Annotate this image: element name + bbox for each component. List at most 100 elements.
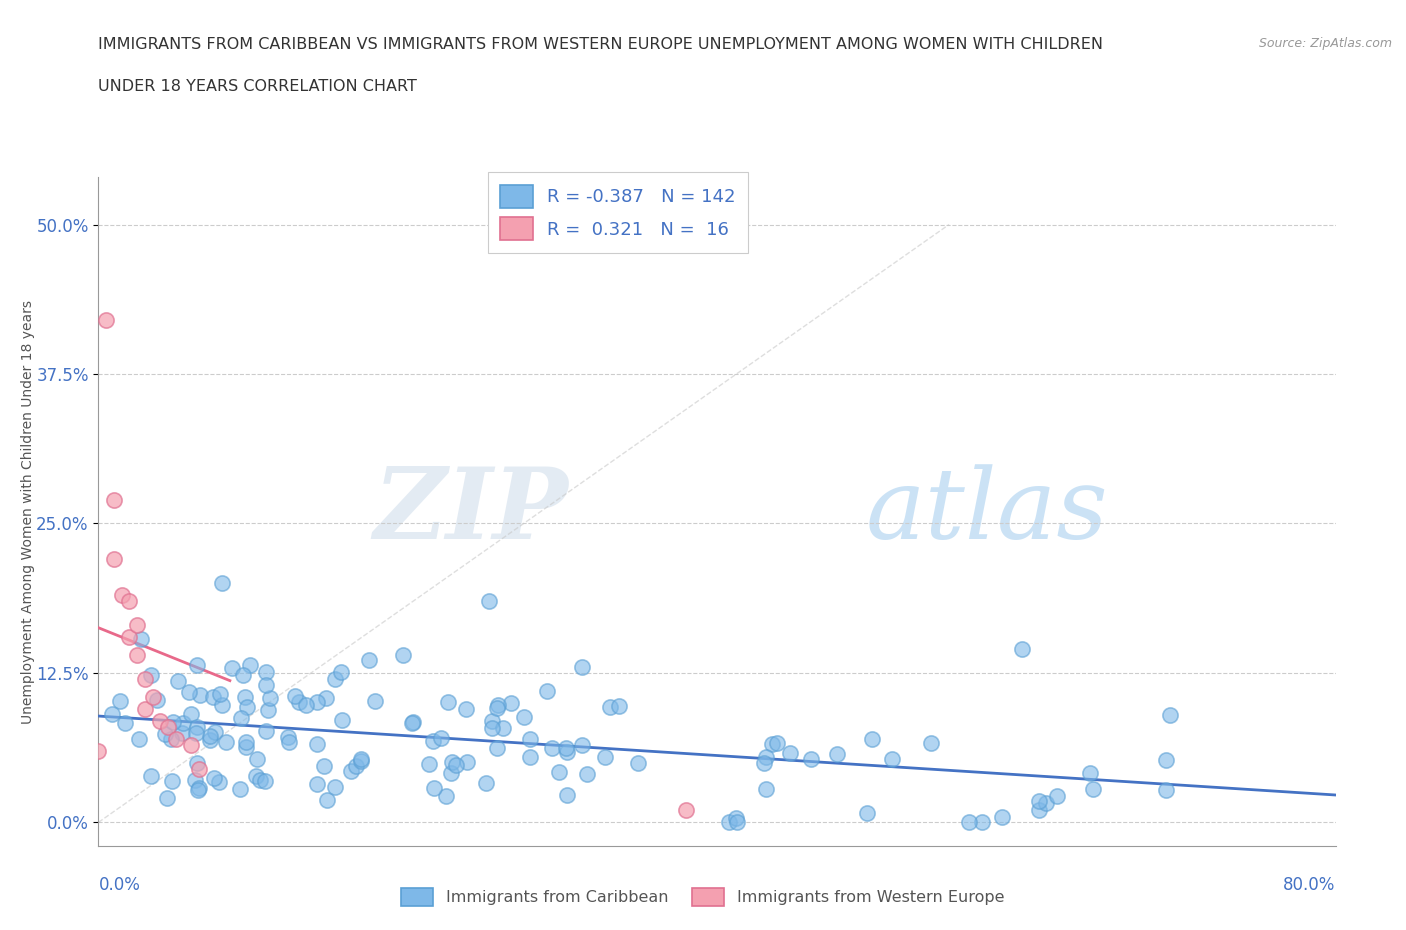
Point [134, 701, 156, 716]
Point [208, 775, 231, 790]
Point [118, 593, 141, 608]
Point [921, 736, 943, 751]
Point [221, 660, 243, 675]
Point [571, 737, 593, 752]
Point [229, 782, 252, 797]
Point [103, 551, 125, 566]
Point [183, 773, 205, 788]
Point [180, 737, 202, 752]
Point [259, 690, 281, 705]
Point [312, 758, 335, 773]
Point [478, 593, 501, 608]
Point [492, 721, 515, 736]
Point [201, 690, 224, 705]
Legend: R = -0.387   N = 142, R =  0.321   N =  16: R = -0.387 N = 142, R = 0.321 N = 16 [488, 172, 748, 253]
Point [485, 740, 508, 755]
Point [276, 729, 298, 744]
Point [111, 588, 132, 603]
Point [96, 312, 118, 327]
Point [180, 707, 202, 722]
Point [235, 739, 257, 754]
Point [157, 719, 180, 734]
Point [186, 755, 208, 770]
Point [188, 761, 211, 776]
Point [481, 714, 503, 729]
Point [127, 647, 149, 662]
Point [315, 691, 337, 706]
Point [391, 648, 413, 663]
Point [485, 700, 508, 715]
Point [607, 698, 630, 713]
Point [350, 751, 373, 766]
Point [755, 781, 778, 796]
Point [349, 753, 371, 768]
Point [236, 699, 259, 714]
Point [363, 693, 385, 708]
Point [305, 737, 328, 751]
Point [440, 765, 463, 780]
Point [359, 653, 381, 668]
Point [307, 695, 329, 710]
Point [724, 811, 747, 826]
Point [167, 673, 190, 688]
Point [139, 668, 162, 683]
Point [555, 745, 578, 760]
Text: Source: ZipAtlas.com: Source: ZipAtlas.com [1258, 37, 1392, 50]
Point [418, 756, 440, 771]
Point [232, 667, 254, 682]
Point [626, 756, 648, 771]
Point [202, 771, 225, 786]
Point [204, 725, 226, 740]
Point [129, 632, 152, 647]
Point [155, 790, 177, 805]
Text: Unemployment Among Women with Children Under 18 years: Unemployment Among Women with Children U… [21, 299, 35, 724]
Point [165, 731, 187, 746]
Point [436, 695, 458, 710]
Point [779, 746, 801, 761]
Point [179, 684, 201, 699]
Point [103, 492, 125, 507]
Point [1154, 782, 1177, 797]
Point [141, 689, 165, 704]
Point [599, 699, 621, 714]
Point [323, 671, 346, 686]
Point [541, 741, 564, 756]
Point [184, 725, 207, 740]
Text: atlas: atlas [866, 464, 1108, 559]
Point [108, 694, 131, 709]
Point [294, 698, 316, 712]
Point [256, 665, 278, 680]
Point [101, 707, 124, 722]
Point [548, 764, 571, 779]
Point [755, 750, 778, 764]
Point [765, 736, 787, 751]
Point [238, 658, 260, 672]
Text: UNDER 18 YEARS CORRELATION CHART: UNDER 18 YEARS CORRELATION CHART [98, 79, 418, 94]
Point [235, 735, 257, 750]
Point [254, 724, 277, 738]
Point [211, 576, 233, 591]
Point [160, 731, 183, 746]
Point [675, 803, 697, 817]
Point [761, 737, 783, 751]
Point [233, 690, 256, 705]
Point [187, 783, 209, 798]
Point [481, 721, 503, 736]
Point [344, 758, 367, 773]
Text: IMMIGRANTS FROM CARIBBEAN VS IMMIGRANTS FROM WESTERN EUROPE UNEMPLOYMENT AMONG W: IMMIGRANTS FROM CARIBBEAN VS IMMIGRANTS … [98, 37, 1104, 52]
Point [186, 720, 208, 735]
Point [254, 678, 277, 693]
Point [475, 776, 498, 790]
Point [160, 773, 183, 788]
Point [256, 702, 278, 717]
Point [501, 696, 523, 711]
Point [423, 781, 446, 796]
Point [880, 752, 903, 767]
Point [799, 752, 821, 767]
Point [307, 777, 329, 791]
Point [254, 774, 277, 789]
Point [284, 688, 307, 703]
Point [329, 665, 352, 680]
Point [571, 659, 593, 674]
Point [134, 671, 156, 686]
